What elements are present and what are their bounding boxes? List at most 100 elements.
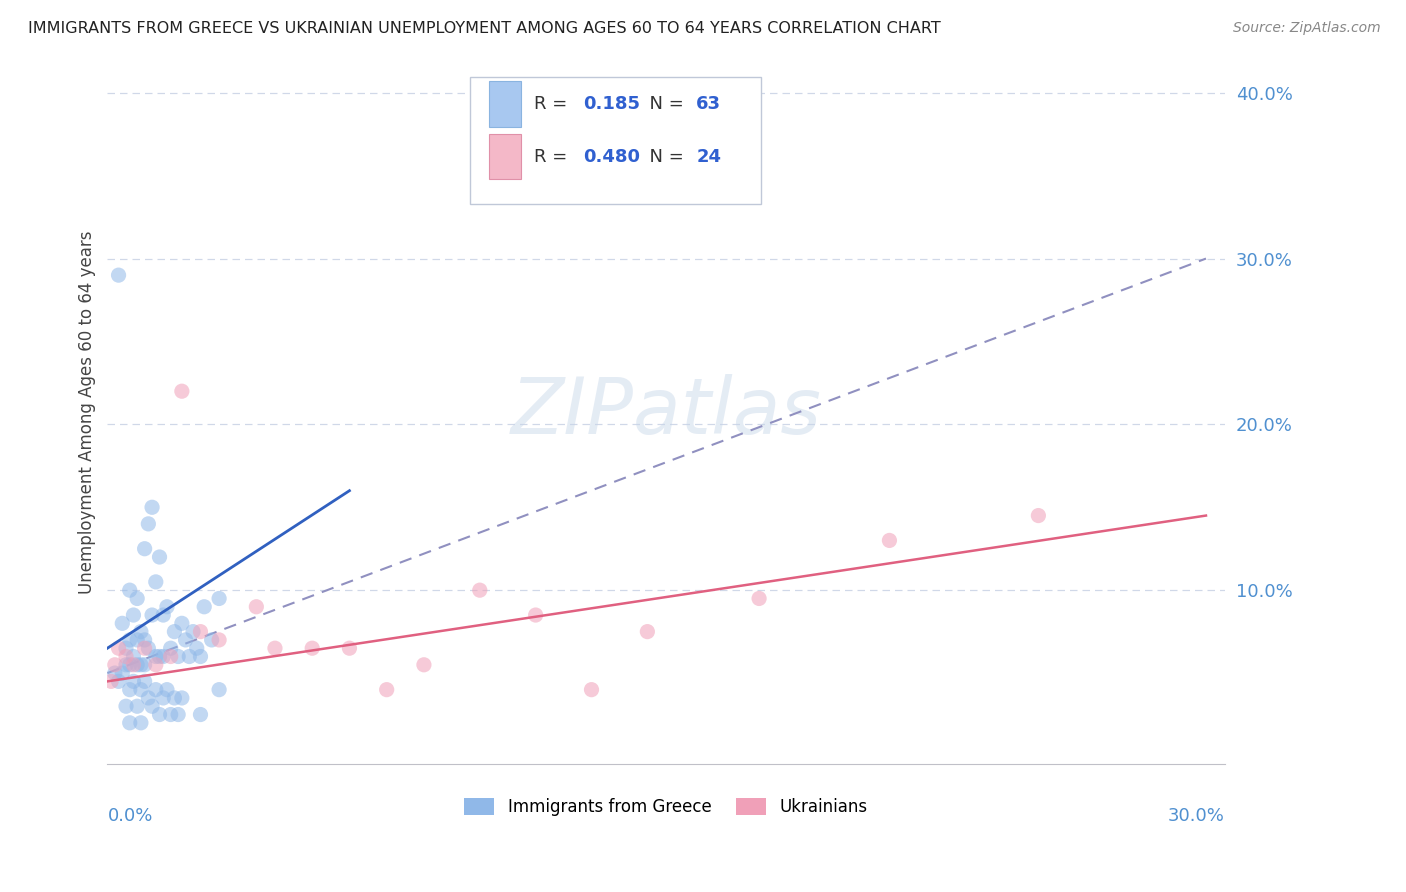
Point	[148, 649, 170, 664]
Point	[163, 690, 186, 705]
Point	[129, 715, 152, 730]
Point	[208, 682, 231, 697]
Point	[104, 666, 127, 681]
Point	[190, 649, 212, 664]
Point	[122, 608, 145, 623]
Point	[115, 699, 138, 714]
Y-axis label: Unemployment Among Ages 60 to 64 years: Unemployment Among Ages 60 to 64 years	[79, 230, 96, 594]
Point	[170, 690, 193, 705]
Text: 63: 63	[696, 95, 721, 113]
Point	[107, 674, 129, 689]
Point	[122, 657, 145, 672]
Text: 0.480: 0.480	[583, 148, 640, 166]
Point	[118, 657, 141, 672]
Point	[748, 591, 770, 606]
Point	[111, 616, 134, 631]
Point	[107, 641, 129, 656]
Point	[524, 608, 547, 623]
Point	[127, 591, 149, 606]
Point	[208, 591, 231, 606]
Point	[134, 674, 156, 689]
Point	[127, 699, 149, 714]
Text: R =: R =	[534, 95, 574, 113]
Point	[152, 608, 174, 623]
Point	[636, 624, 658, 639]
Point	[134, 657, 156, 672]
Point	[264, 641, 287, 656]
Point	[156, 682, 179, 697]
Point	[115, 641, 138, 656]
FancyBboxPatch shape	[471, 78, 761, 204]
Point	[245, 599, 267, 614]
Point	[141, 608, 163, 623]
Text: 24: 24	[696, 148, 721, 166]
Point	[167, 707, 190, 722]
Text: ZIPatlas: ZIPatlas	[510, 374, 821, 450]
Point	[127, 632, 149, 647]
Point	[115, 657, 138, 672]
Point	[134, 641, 156, 656]
Point	[301, 641, 323, 656]
Point	[104, 657, 127, 672]
Point	[118, 682, 141, 697]
Point	[138, 690, 160, 705]
Point	[208, 632, 231, 647]
Point	[111, 666, 134, 681]
Point	[413, 657, 436, 672]
Text: N =: N =	[638, 95, 689, 113]
Point	[167, 649, 190, 664]
Point	[879, 533, 901, 548]
Point	[190, 707, 212, 722]
Legend: Immigrants from Greece, Ukrainians: Immigrants from Greece, Ukrainians	[457, 791, 875, 823]
Point	[145, 682, 167, 697]
Point	[145, 574, 167, 589]
Point	[201, 632, 224, 647]
Point	[145, 649, 167, 664]
Bar	[489, 81, 520, 127]
Point	[148, 707, 170, 722]
Point	[129, 657, 152, 672]
Text: N =: N =	[638, 148, 689, 166]
Point	[129, 682, 152, 697]
Text: 0.185: 0.185	[583, 95, 640, 113]
Point	[159, 641, 181, 656]
Point	[129, 624, 152, 639]
Point	[193, 599, 215, 614]
Point	[141, 699, 163, 714]
Point	[127, 657, 149, 672]
Point	[152, 690, 174, 705]
Point	[134, 632, 156, 647]
Point	[141, 500, 163, 515]
Point	[339, 641, 361, 656]
Point	[115, 649, 138, 664]
Point	[170, 616, 193, 631]
Point	[134, 541, 156, 556]
Point	[122, 649, 145, 664]
Point	[581, 682, 603, 697]
Point	[145, 657, 167, 672]
Point	[179, 649, 201, 664]
Point	[1028, 508, 1050, 523]
Text: IMMIGRANTS FROM GREECE VS UKRAINIAN UNEMPLOYMENT AMONG AGES 60 TO 64 YEARS CORRE: IMMIGRANTS FROM GREECE VS UKRAINIAN UNEM…	[28, 21, 941, 36]
Bar	[489, 134, 520, 179]
Point	[468, 583, 491, 598]
Point	[170, 384, 193, 399]
Point	[148, 549, 170, 564]
Point	[159, 649, 181, 664]
Point	[186, 641, 208, 656]
Text: Source: ZipAtlas.com: Source: ZipAtlas.com	[1233, 21, 1381, 35]
Point	[100, 674, 122, 689]
Point	[156, 599, 179, 614]
Point	[152, 649, 174, 664]
Point	[118, 583, 141, 598]
Point	[138, 516, 160, 531]
Point	[174, 632, 197, 647]
Point	[190, 624, 212, 639]
Text: R =: R =	[534, 148, 574, 166]
Text: 0.0%: 0.0%	[107, 806, 153, 824]
Point	[375, 682, 398, 697]
Point	[107, 268, 129, 282]
Point	[118, 632, 141, 647]
Point	[122, 674, 145, 689]
Point	[163, 624, 186, 639]
